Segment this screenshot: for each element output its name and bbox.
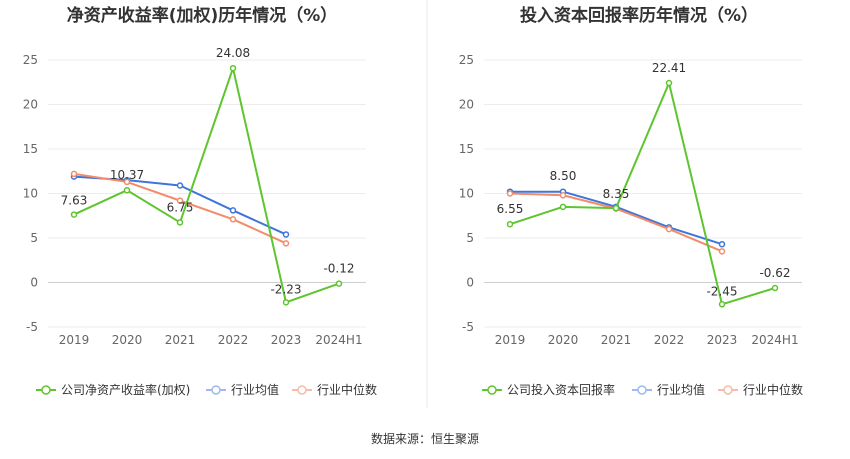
- data-source-text: 数据来源：恒生聚源: [370, 432, 479, 446]
- data-point: [70, 211, 78, 218]
- data-point: [612, 204, 620, 212]
- data-point: [229, 216, 237, 223]
- data-point: [229, 207, 237, 214]
- data-point: [718, 240, 726, 248]
- y-tick-label: 20: [459, 98, 474, 112]
- legend-swatch-marker: [297, 385, 307, 395]
- data-label: 8.35: [603, 187, 630, 201]
- x-tick-label: 2022: [654, 333, 685, 347]
- data-label: -0.62: [759, 266, 790, 280]
- y-tick-label: 20: [23, 98, 38, 112]
- x-tick-label: 2020: [548, 333, 579, 347]
- data-point: [335, 280, 343, 287]
- data-label: 22.41: [652, 61, 686, 75]
- x-tick-label: 2023: [707, 333, 738, 347]
- legend-swatch-marker: [41, 385, 51, 395]
- y-tick-label: 0: [466, 276, 474, 290]
- data-point: [771, 284, 779, 292]
- data-label: -2.23: [270, 282, 301, 296]
- data-point: [506, 220, 514, 228]
- legend-label: 行业均值: [657, 382, 705, 397]
- legend-label: 公司净资产收益率(加权): [61, 382, 190, 397]
- x-tick-label: 2022: [218, 333, 249, 347]
- x-tick-label: 2024H1: [315, 333, 362, 347]
- data-label: -0.12: [323, 262, 354, 276]
- y-tick-label: 10: [459, 187, 474, 201]
- y-tick-label: 25: [459, 53, 474, 67]
- y-tick-label: -5: [26, 320, 38, 334]
- data-point: [176, 197, 184, 204]
- data-label: 6.75: [167, 200, 194, 214]
- data-point: [282, 231, 290, 238]
- y-tick-label: 5: [30, 231, 38, 245]
- data-label: 8.50: [550, 169, 577, 183]
- legend-swatch-marker: [637, 385, 647, 395]
- series-line: [509, 192, 723, 253]
- legend-label: 公司投入资本回报率: [507, 382, 615, 397]
- legend-label: 行业均值: [231, 382, 279, 397]
- data-point: [718, 248, 726, 255]
- chart-title: 净资产收益率(加权)历年情况（%）: [67, 5, 338, 26]
- data-point: [229, 64, 237, 72]
- data-point: [176, 182, 184, 189]
- x-tick-label: 2019: [495, 333, 526, 347]
- legend-swatch-marker: [487, 385, 497, 395]
- data-label: 24.08: [216, 46, 250, 60]
- x-tick-label: 2020: [112, 333, 143, 347]
- legend-swatch-marker: [211, 385, 221, 395]
- data-point: [123, 186, 131, 194]
- y-tick-label: 0: [30, 276, 38, 290]
- data-point: [70, 170, 78, 178]
- data-point: [665, 225, 673, 233]
- y-tick-label: -5: [462, 320, 474, 334]
- x-tick-label: 2021: [601, 333, 632, 347]
- chart-title: 投入资本回报率历年情况（%）: [520, 5, 758, 26]
- data-point: [282, 299, 290, 306]
- series-line: [509, 82, 776, 306]
- y-tick-label: 25: [23, 53, 38, 67]
- legend-swatch-marker: [723, 385, 733, 395]
- data-label: 10.37: [110, 168, 144, 182]
- data-label: -2.45: [706, 284, 737, 298]
- y-tick-label: 15: [23, 142, 38, 156]
- data-label: 6.55: [497, 202, 524, 216]
- data-point: [559, 203, 567, 211]
- data-point: [559, 192, 567, 199]
- data-point: [176, 219, 184, 226]
- data-label: 7.63: [61, 194, 88, 208]
- y-tick-label: 10: [23, 187, 38, 201]
- y-tick-label: 5: [466, 231, 474, 245]
- legend-label: 行业中位数: [743, 382, 803, 397]
- data-point: [506, 190, 514, 197]
- legend-label: 行业中位数: [317, 382, 377, 397]
- x-tick-label: 2024H1: [751, 333, 798, 347]
- data-point: [123, 178, 131, 186]
- x-tick-label: 2019: [59, 333, 90, 347]
- data-point: [282, 240, 290, 247]
- series-line: [73, 67, 340, 304]
- x-tick-label: 2023: [271, 333, 302, 347]
- y-tick-label: 15: [459, 142, 474, 156]
- data-point: [718, 301, 726, 308]
- x-tick-label: 2021: [165, 333, 196, 347]
- data-point: [665, 79, 673, 87]
